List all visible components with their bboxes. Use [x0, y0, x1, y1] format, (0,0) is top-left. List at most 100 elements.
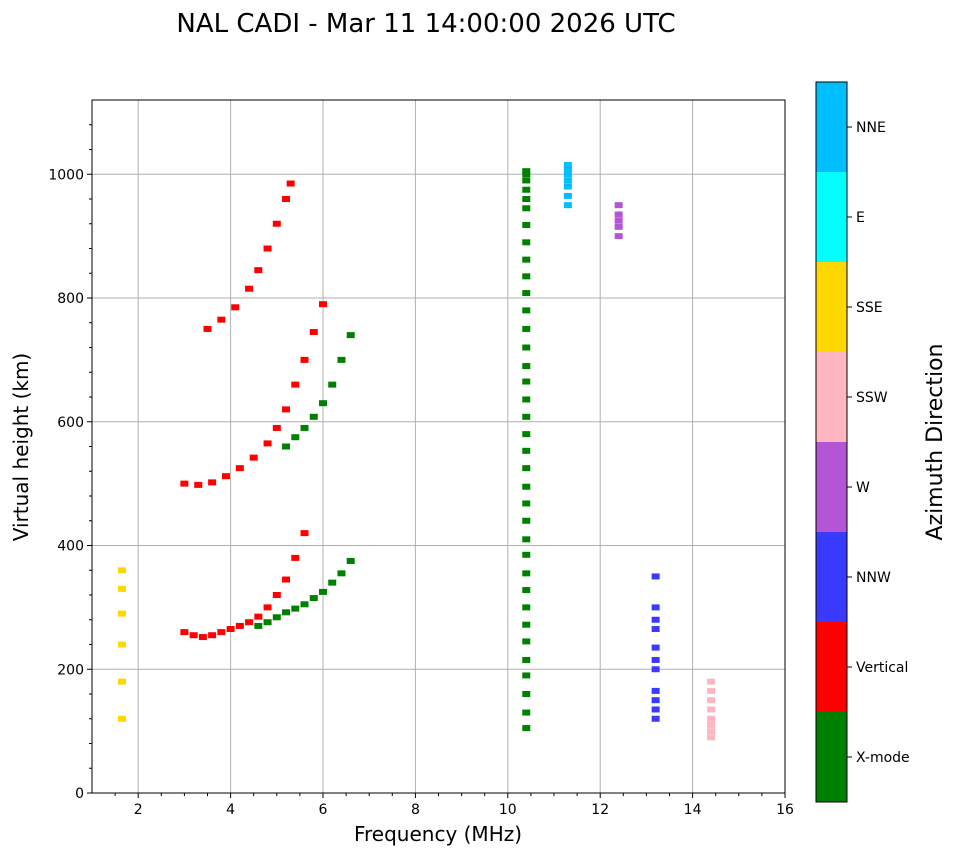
- data-point: [522, 363, 531, 370]
- data-points: [118, 161, 716, 741]
- data-point: [522, 171, 531, 178]
- data-point: [118, 585, 127, 592]
- colorbar-tick-label: SSE: [856, 300, 883, 316]
- x-tick-label: 8: [411, 802, 420, 818]
- data-point: [118, 567, 127, 574]
- y-tick-label: 800: [57, 291, 84, 307]
- data-point: [319, 400, 327, 407]
- data-point: [522, 587, 531, 594]
- data-point: [614, 233, 623, 240]
- chart-title: NAL CADI - Mar 11 14:00:00 2026 UTC: [176, 9, 675, 39]
- data-point: [254, 622, 263, 629]
- data-point: [309, 329, 318, 336]
- data-point: [300, 530, 309, 537]
- colorbar-tick-label: SSW: [856, 390, 888, 406]
- data-point: [614, 211, 623, 218]
- data-point: [651, 697, 660, 704]
- data-point: [522, 431, 531, 438]
- data-point: [522, 177, 531, 184]
- x-tick-label: 2: [134, 802, 143, 818]
- grid-lines: [92, 100, 786, 794]
- data-point: [614, 223, 623, 230]
- data-point: [291, 554, 300, 561]
- data-point: [263, 604, 272, 611]
- x-tick-label: 6: [319, 802, 328, 818]
- data-point: [282, 609, 291, 616]
- colorbar-frame: [815, 81, 848, 803]
- data-point: [651, 706, 660, 713]
- data-point: [118, 678, 127, 685]
- data-point: [221, 473, 230, 480]
- colorbar-tick-label: W: [856, 480, 870, 496]
- data-point: [309, 595, 318, 602]
- data-point: [522, 290, 531, 297]
- data-point: [651, 626, 660, 633]
- y-tick-label: 1000: [48, 167, 84, 183]
- colorbar-segment: [816, 262, 847, 352]
- data-point: [300, 424, 309, 431]
- data-point: [198, 634, 207, 641]
- data-point: [522, 239, 531, 246]
- data-point: [180, 480, 189, 487]
- y-tick-label: 0: [75, 786, 84, 802]
- data-point: [522, 256, 531, 263]
- data-point: [328, 579, 337, 586]
- data-point: [522, 517, 531, 524]
- data-point: [522, 656, 531, 663]
- data-point: [208, 479, 217, 486]
- data-point: [291, 605, 300, 612]
- data-point: [522, 570, 531, 577]
- data-point: [522, 396, 531, 403]
- colorbar-label: Azimuth Direction: [923, 343, 948, 540]
- data-point: [522, 551, 531, 558]
- data-point: [563, 171, 572, 178]
- data-point: [707, 697, 716, 704]
- data-point: [522, 413, 531, 420]
- colorbar-segment: [816, 352, 847, 442]
- data-point: [651, 656, 660, 663]
- data-point: [522, 273, 531, 280]
- data-point: [235, 622, 244, 629]
- data-point: [522, 500, 531, 507]
- data-point: [226, 626, 235, 633]
- data-point: [522, 378, 531, 385]
- data-point: [346, 332, 355, 339]
- data-point: [319, 588, 327, 595]
- x-axis-ticks: 2 4 6 8 10 12 14 16: [114, 793, 794, 818]
- data-point: [282, 196, 291, 202]
- data-point: [217, 316, 226, 323]
- data-point: [337, 356, 346, 363]
- data-point: [282, 576, 291, 583]
- data-point: [522, 604, 531, 611]
- colorbar-tick-label: X-mode: [856, 750, 910, 766]
- y-tick-label: 400: [57, 539, 84, 555]
- data-point: [522, 168, 531, 175]
- x-tick-label: 12: [591, 802, 609, 818]
- data-point: [300, 601, 309, 608]
- data-point: [522, 205, 531, 212]
- data-point: [328, 381, 337, 388]
- data-point: [286, 180, 295, 187]
- data-point: [263, 440, 272, 447]
- colorbar-segment: [816, 172, 847, 262]
- y-axis-label: Virtual height (km): [9, 353, 33, 542]
- data-point: [235, 465, 244, 472]
- data-point: [651, 644, 660, 651]
- data-point: [300, 356, 309, 363]
- data-point: [118, 641, 127, 648]
- data-point: [118, 610, 127, 617]
- data-point: [272, 592, 281, 598]
- data-point: [522, 483, 531, 490]
- data-point: [263, 619, 272, 626]
- data-point: [217, 629, 226, 636]
- data-point: [651, 715, 660, 722]
- data-point: [263, 245, 272, 252]
- data-point: [707, 678, 716, 685]
- data-point: [522, 307, 531, 314]
- data-point: [707, 728, 716, 735]
- data-point: [651, 616, 660, 623]
- data-point: [651, 666, 660, 673]
- data-point: [522, 196, 531, 202]
- data-point: [272, 614, 281, 621]
